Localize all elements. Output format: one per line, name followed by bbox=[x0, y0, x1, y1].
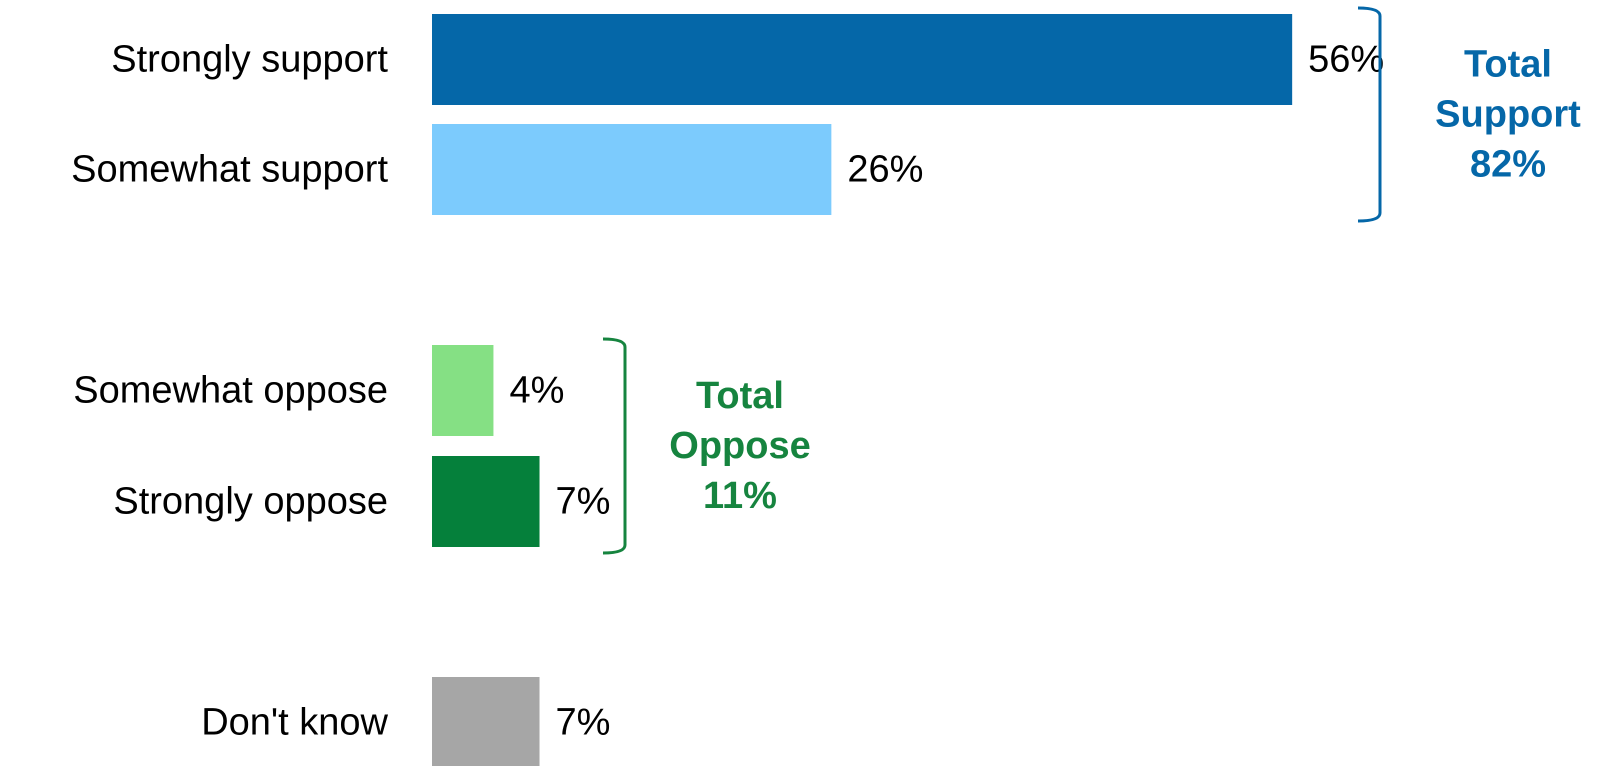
bar-somewhat-support bbox=[432, 124, 832, 215]
category-label-somewhat-support: Somewhat support bbox=[71, 149, 388, 191]
category-label-don-t-know: Don't know bbox=[201, 702, 388, 744]
group-total-label-line: Total bbox=[696, 375, 784, 417]
group-bracket-0 bbox=[1357, 6, 1382, 223]
category-label-somewhat-oppose: Somewhat oppose bbox=[73, 370, 388, 412]
group-total-label-line: Support bbox=[1435, 94, 1581, 136]
bar-don-t-know bbox=[432, 677, 540, 766]
value-label-strongly-oppose: 7% bbox=[556, 481, 611, 523]
category-label-strongly-support: Strongly support bbox=[111, 39, 388, 81]
group-bracket-1 bbox=[602, 337, 627, 555]
value-label-don-t-know: 7% bbox=[556, 702, 611, 744]
bar-somewhat-oppose bbox=[432, 345, 494, 436]
category-label-strongly-oppose: Strongly oppose bbox=[113, 481, 388, 523]
group-total-label-line: 11% bbox=[703, 475, 777, 517]
group-total-label-line: 82% bbox=[1470, 144, 1546, 186]
bar-strongly-oppose bbox=[432, 456, 540, 547]
value-label-somewhat-oppose: 4% bbox=[509, 370, 564, 412]
bar-strongly-support bbox=[432, 14, 1293, 105]
group-total-label-line: Total bbox=[1464, 44, 1552, 86]
bars-layer: Strongly support 56% Somewhat support 26% So… bbox=[71, 14, 1384, 766]
value-label-strongly-support: 56% bbox=[1308, 39, 1384, 81]
brackets-layer: Total Support 82% Total Oppose 11% bbox=[602, 6, 1581, 555]
value-label-somewhat-support: 26% bbox=[847, 149, 923, 191]
group-total-label-line: Oppose bbox=[669, 425, 810, 467]
